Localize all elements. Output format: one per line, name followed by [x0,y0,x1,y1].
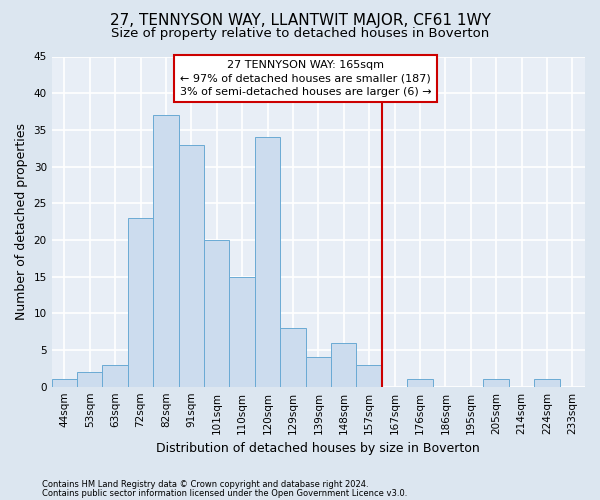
Text: Contains public sector information licensed under the Open Government Licence v3: Contains public sector information licen… [42,488,407,498]
Bar [128,218,153,386]
Text: Contains HM Land Registry data © Crown copyright and database right 2024.: Contains HM Land Registry data © Crown c… [42,480,368,489]
Bar [179,144,204,386]
Bar [280,328,305,386]
Text: Size of property relative to detached houses in Boverton: Size of property relative to detached ho… [111,28,489,40]
Bar [305,358,331,386]
Bar [153,115,179,386]
Bar [204,240,229,386]
Bar [356,364,382,386]
Bar [77,372,103,386]
Bar [484,380,509,386]
Bar [229,276,255,386]
Bar [255,137,280,386]
Text: 27, TENNYSON WAY, LLANTWIT MAJOR, CF61 1WY: 27, TENNYSON WAY, LLANTWIT MAJOR, CF61 1… [110,12,490,28]
Bar [103,364,128,386]
Bar [52,380,77,386]
X-axis label: Distribution of detached houses by size in Boverton: Distribution of detached houses by size … [157,442,480,455]
Bar [407,380,433,386]
Bar [331,342,356,386]
Bar [534,380,560,386]
Y-axis label: Number of detached properties: Number of detached properties [15,123,28,320]
Text: 27 TENNYSON WAY: 165sqm
← 97% of detached houses are smaller (187)
3% of semi-de: 27 TENNYSON WAY: 165sqm ← 97% of detache… [180,60,431,96]
